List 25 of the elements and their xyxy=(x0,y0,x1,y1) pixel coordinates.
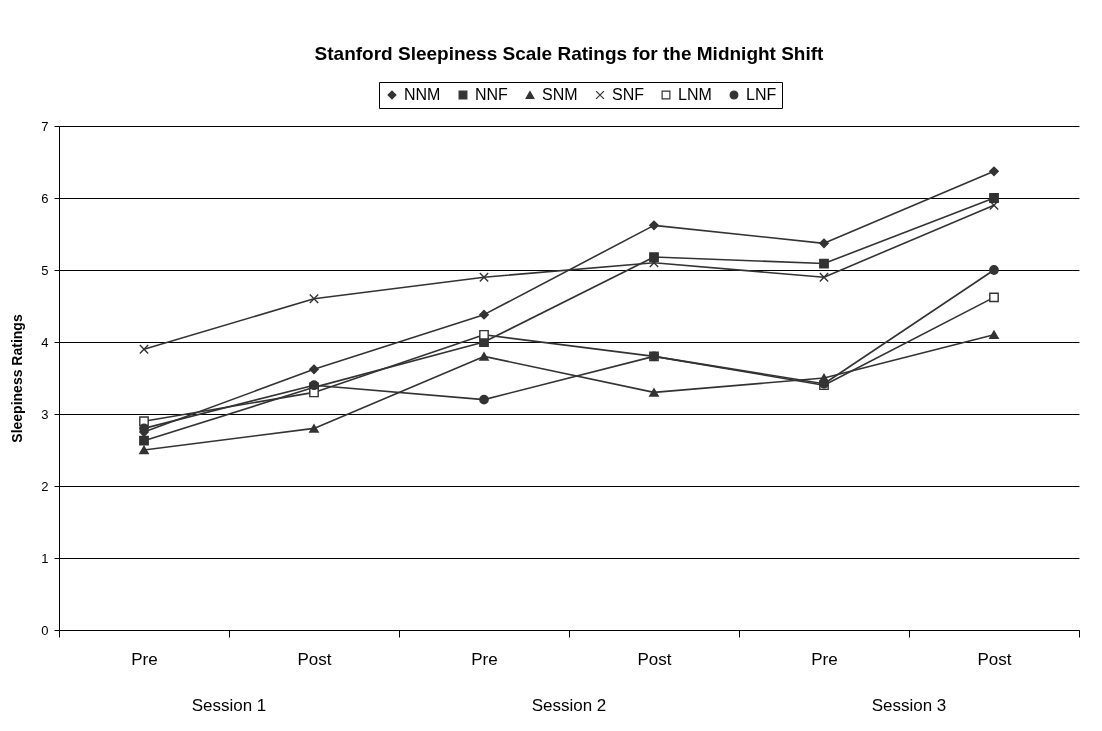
y-tick-label: 7 xyxy=(41,118,49,134)
legend-label: LNM xyxy=(678,86,712,103)
y-tick-label: 1 xyxy=(41,550,49,566)
text: Session 1 xyxy=(191,696,267,715)
legend-label: SNM xyxy=(542,86,578,103)
x-tick-label: Pre xyxy=(131,649,158,669)
x-tick-label: Pre xyxy=(811,649,838,669)
x-tick-label: Post xyxy=(297,649,332,669)
x-tick-label: Post xyxy=(637,649,672,669)
chart-title: Stanford Sleepiness Scale Ratings for the Midnight Shift xyxy=(314,42,825,64)
x-tick-label: Post xyxy=(977,649,1012,669)
y-tick-label: 4 xyxy=(41,334,49,350)
y-tick-label: 0 xyxy=(41,622,49,638)
text: Session 3 xyxy=(871,696,947,715)
y-axis-title: Sleepiness Ratings xyxy=(9,314,26,443)
legend-label: NNM xyxy=(404,86,441,103)
x-tick-label: Pre xyxy=(471,649,498,669)
y-tick-label: 3 xyxy=(41,406,49,422)
text: Session 2 xyxy=(531,696,607,715)
legend-label: NNF xyxy=(475,86,509,103)
y-tick-label: 2 xyxy=(41,478,49,494)
y-tick-label: 6 xyxy=(41,190,49,206)
y-tick-label: 5 xyxy=(41,262,49,278)
legend-label: SNF xyxy=(612,86,645,103)
legend-label: LNF xyxy=(746,86,777,103)
